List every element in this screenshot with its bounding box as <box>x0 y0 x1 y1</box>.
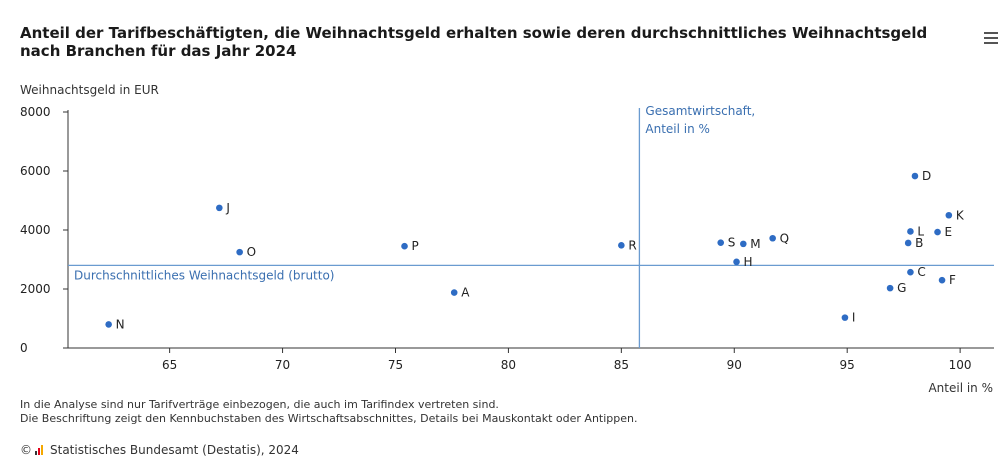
vertical-reference-label-line2: Anteil in % <box>645 122 710 136</box>
destatis-logo-icon <box>35 445 45 455</box>
data-point-O[interactable] <box>236 248 243 256</box>
data-point-N[interactable] <box>105 321 112 328</box>
data-label-N: N <box>116 317 125 331</box>
data-label-S: S <box>728 236 736 250</box>
chart-notes: In die Analyse sind nur Tarifverträge ei… <box>20 398 638 426</box>
y-tick-label: 6000 <box>20 164 51 178</box>
y-tick-label: 8000 <box>20 105 51 119</box>
data-label-F: F <box>949 273 956 287</box>
data-label-C: C <box>917 265 925 279</box>
x-tick-label: 90 <box>727 358 742 372</box>
data-point-G[interactable] <box>886 284 894 292</box>
reference-lines: Gesamtwirtschaft, Anteil in % Durchschni… <box>68 104 994 348</box>
data-point-F[interactable] <box>938 276 946 284</box>
vertical-reference-label-line1: Gesamtwirtschaft, <box>645 104 755 118</box>
y-tick-label: 2000 <box>20 282 51 296</box>
data-point-C[interactable] <box>907 268 914 276</box>
chart-title: Anteil der Tarifbeschäftigten, die Weihn… <box>20 24 928 60</box>
data-label-Q: Q <box>780 231 789 245</box>
x-tick-label: 75 <box>388 358 403 372</box>
y-tick-label: 4000 <box>20 223 51 237</box>
x-tick-label: 100 <box>949 358 972 372</box>
data-label-R: R <box>628 238 636 252</box>
data-label-D: D <box>922 169 931 183</box>
data-point-P[interactable] <box>401 242 408 250</box>
data-point-R[interactable] <box>618 242 625 249</box>
scatter-chart: Weihnachtsgeld in EUR Anteil in % 0 2000 4… <box>20 83 994 395</box>
y-tick-label: 0 <box>20 341 28 355</box>
data-point-S[interactable] <box>717 239 725 246</box>
x-tick-label: 70 <box>275 358 290 372</box>
axes: 0 2000 4000 6000 8000 65 70 75 80 85 90 95 100 <box>20 105 994 372</box>
x-tick-label: 65 <box>162 358 177 372</box>
x-tick-label: 95 <box>840 358 855 372</box>
data-label-B: B <box>915 236 923 250</box>
data-point-D[interactable] <box>911 172 919 180</box>
data-label-J: J <box>225 201 230 215</box>
data-label-H: H <box>744 255 753 269</box>
data-point-L[interactable] <box>907 228 914 235</box>
data-label-M: M <box>750 237 760 251</box>
data-points: N J O P A R S MH Q I G D LB C EK F <box>105 169 965 331</box>
data-label-K: K <box>956 208 965 222</box>
x-tick-label: 85 <box>614 358 629 372</box>
data-label-P: P <box>412 239 419 253</box>
horizontal-reference-label: Durchschnittliches Weihnachtsgeld (brutt… <box>74 268 334 282</box>
data-point-K[interactable] <box>945 211 953 219</box>
data-label-I: I <box>852 311 856 325</box>
hamburger-menu-icon[interactable] <box>984 32 998 46</box>
note-line-2: Die Beschriftung zeigt den Kennbuchstabe… <box>20 412 638 425</box>
data-label-L: L <box>917 224 924 238</box>
source-text: Statistisches Bundesamt (Destatis), 2024 <box>50 443 299 457</box>
note-line-1: In die Analyse sind nur Tarifverträge ei… <box>20 398 499 411</box>
y-axis-label: Weihnachtsgeld in EUR <box>20 83 159 97</box>
data-point-A[interactable] <box>450 289 458 296</box>
data-point-J[interactable] <box>216 204 223 212</box>
data-point-E[interactable] <box>934 228 941 236</box>
data-label-A: A <box>461 286 470 300</box>
x-tick-label: 80 <box>501 358 516 372</box>
data-label-O: O <box>247 245 256 259</box>
copyright-symbol: © <box>20 443 32 457</box>
data-point-M[interactable] <box>740 240 747 248</box>
data-point-I[interactable] <box>841 314 849 321</box>
data-label-G: G <box>897 281 906 295</box>
data-point-B[interactable] <box>904 239 912 247</box>
x-axis-label: Anteil in % <box>928 381 993 395</box>
data-point-H[interactable] <box>733 258 740 266</box>
source-credit: © Statistisches Bundesamt (Destatis), 20… <box>20 443 299 457</box>
data-label-E: E <box>945 225 953 239</box>
data-point-Q[interactable] <box>769 234 776 242</box>
